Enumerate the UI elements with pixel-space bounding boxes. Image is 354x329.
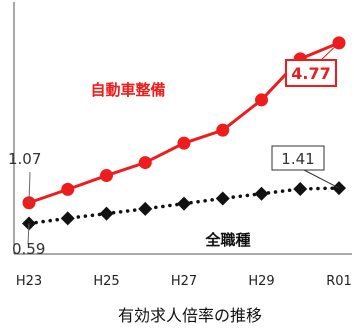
series-0-point bbox=[138, 156, 152, 170]
data-label-leader bbox=[320, 42, 340, 61]
series-0-point bbox=[216, 123, 230, 137]
series-0-point bbox=[255, 93, 268, 107]
data-label-box bbox=[271, 145, 325, 171]
data-label: 1.41 bbox=[281, 150, 314, 168]
data-label: 4.77 bbox=[291, 64, 330, 83]
series-1-point bbox=[293, 181, 308, 196]
x-tick-label: H25 bbox=[93, 274, 119, 289]
data-label-leader bbox=[28, 171, 31, 203]
x-tick-label: H29 bbox=[248, 274, 274, 289]
x-tick-label: H27 bbox=[171, 274, 197, 289]
series-1-point bbox=[138, 201, 153, 216]
series-0-point bbox=[100, 169, 113, 183]
series-name-label: 全職種 bbox=[204, 231, 250, 249]
data-label-leader bbox=[303, 169, 340, 189]
x-tick-label: H23 bbox=[16, 274, 42, 289]
data-label: 0.59 bbox=[12, 240, 45, 258]
series-1-point bbox=[177, 196, 191, 211]
x-tick-label: R01 bbox=[326, 274, 352, 289]
series-1-point bbox=[215, 191, 230, 206]
series-1-point bbox=[99, 206, 114, 221]
series-0-point bbox=[177, 136, 191, 150]
data-label-box bbox=[285, 59, 337, 87]
data-label-leader bbox=[27, 223, 30, 245]
series-name-label: 自動車整備 bbox=[90, 81, 165, 99]
data-label: 1.07 bbox=[8, 150, 41, 168]
series-1-point bbox=[254, 186, 269, 201]
series-0-point bbox=[61, 182, 75, 196]
chart-title: 有効求人倍率の推移 bbox=[118, 306, 262, 325]
series-1-point bbox=[60, 211, 75, 226]
